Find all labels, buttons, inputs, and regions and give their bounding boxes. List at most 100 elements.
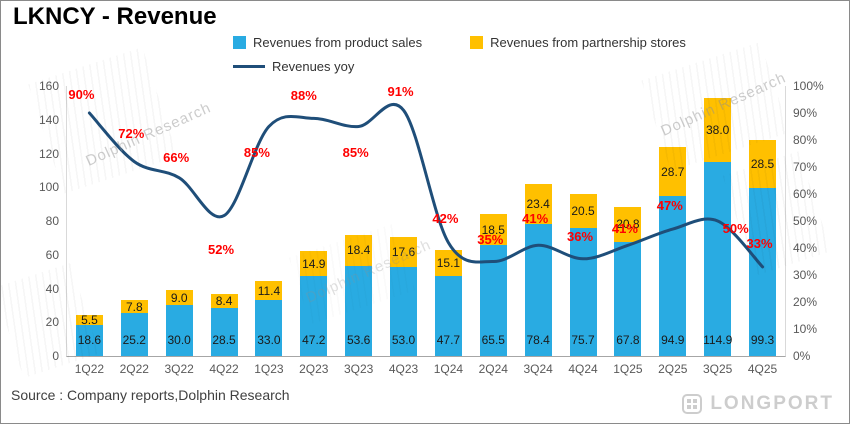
left-axis-tick-label: 40: [45, 281, 59, 296]
partnership-value-label: 11.4: [257, 283, 281, 298]
yoy-point-label: 35%: [477, 231, 504, 247]
x-axis-category-label: 4Q23: [388, 362, 419, 376]
legend-label-product-sales: Revenues from product sales: [253, 35, 423, 50]
source-text: Source : Company reports,Dolphin Researc…: [11, 387, 290, 403]
yoy-point-label: 50%: [722, 221, 749, 236]
product-value-label: 47.7: [436, 333, 461, 347]
page-title: LKNCY - Revenue: [13, 3, 217, 30]
left-axis-tick-label: 100: [38, 180, 59, 195]
stacked-bar: [75, 315, 103, 356]
product-value-label: 99.3: [750, 333, 775, 347]
left-axis-tick-label: 140: [38, 112, 59, 127]
legend-label-partnership-stores: Revenues from partnership stores: [490, 35, 686, 50]
right-axis-tick-label: 90%: [793, 106, 818, 120]
left-axis-tick-label: 0: [52, 349, 59, 363]
bar-partnership-segment: [210, 293, 238, 308]
yoy-line-swatch: [233, 65, 265, 68]
yoy-point-label: 85%: [243, 144, 270, 160]
product-value-label: 30.0: [167, 333, 191, 347]
stacked-bar: [120, 300, 148, 356]
bar-product-segment: [479, 245, 507, 356]
bar-product-segment: [434, 275, 462, 356]
partnership-value-label: 18.4: [347, 243, 371, 258]
partnership-value-label: 8.4: [215, 293, 233, 308]
right-axis-tick-label: 20%: [793, 295, 818, 309]
product-value-label: 75.7: [571, 333, 595, 347]
stacked-bar: [434, 250, 462, 356]
partnership-value-label: 38.0: [706, 123, 730, 138]
bar-partnership-segment: [75, 315, 103, 325]
x-axis-category-label: 1Q22: [74, 362, 105, 376]
stacked-bar: [569, 193, 597, 356]
stacked-bar: [255, 281, 283, 356]
legend-row-bars: Revenues from product sales Revenues fro…: [233, 35, 686, 50]
partnership-value-label: 15.1: [436, 255, 461, 270]
stacked-bar: [749, 140, 777, 356]
right-axis-tick-label: 0%: [793, 349, 811, 363]
bar-product-segment: [210, 307, 238, 356]
yoy-point-label: 66%: [163, 149, 190, 165]
yoy-point-label: 88%: [290, 88, 317, 104]
product-value-label: 53.6: [347, 333, 371, 347]
partnership-stores-swatch: [470, 36, 484, 49]
longport-watermark-text: LONGPORT: [710, 393, 834, 414]
partnership-value-label: 17.6: [391, 244, 416, 259]
yoy-point-label: 42%: [432, 210, 459, 226]
bar-partnership-segment: [569, 193, 597, 229]
bar-partnership-segment: [704, 97, 732, 163]
stacked-bar: [659, 147, 687, 356]
stacked-bar: [300, 251, 328, 356]
bar-product-segment: [704, 162, 732, 356]
product-value-label: 78.4: [526, 333, 550, 347]
legend-row-line: Revenues yoy: [233, 59, 686, 74]
left-axis-tick-label: 60: [45, 247, 59, 262]
bar-product-segment: [300, 276, 328, 356]
product-value-label: 94.9: [661, 333, 685, 347]
stacked-bar: [210, 293, 238, 356]
bar-product-segment: [569, 228, 597, 356]
product-value-label: 28.5: [212, 333, 236, 347]
x-axis-category-label: 1Q24: [433, 362, 464, 376]
product-value-label: 67.8: [616, 333, 640, 347]
left-axis-tick-label: 20: [45, 315, 59, 330]
x-axis-category-label: 3Q23: [344, 362, 374, 376]
stacked-bar: [479, 214, 507, 356]
bar-product-segment: [75, 324, 103, 356]
partnership-value-label: 20.5: [571, 203, 595, 218]
left-axis-tick-label: 120: [38, 146, 59, 161]
left-axis-tick-label: 160: [38, 79, 59, 93]
x-axis-category-label: 3Q22: [164, 362, 194, 376]
bar-product-segment: [614, 241, 642, 356]
yoy-point-label: 41%: [611, 221, 638, 237]
partnership-value-label: 28.5: [750, 157, 775, 172]
yoy-point-label: 47%: [656, 198, 683, 214]
yoy-line: [87, 102, 765, 269]
bar-product-segment: [659, 195, 687, 356]
yoy-point-label: 52%: [208, 241, 235, 257]
product-value-label: 53.0: [391, 333, 416, 347]
bar-partnership-segment: [479, 214, 507, 246]
partnership-value-label: 14.9: [302, 256, 326, 271]
bar-partnership-segment: [659, 147, 687, 196]
product-value-label: 65.5: [481, 333, 505, 347]
x-axis-category-label: 2Q24: [478, 362, 508, 376]
bar-partnership-segment: [300, 251, 328, 277]
yoy-point-label: 91%: [387, 84, 414, 100]
bar-product-segment: [165, 305, 193, 356]
stacked-bar: [165, 290, 193, 356]
bar-product-segment: [749, 188, 777, 356]
x-axis-category-label: 2Q23: [299, 362, 329, 376]
partnership-value-label: 5.5: [81, 312, 98, 327]
partnership-value-label: 18.5: [481, 222, 505, 237]
legend-item-partnership-stores: Revenues from partnership stores: [470, 35, 686, 50]
right-axis-tick-label: 70%: [793, 160, 818, 174]
bar-partnership-segment: [524, 184, 552, 224]
x-axis-category-label: 3Q25: [703, 362, 733, 376]
product-value-label: 47.2: [302, 333, 326, 347]
x-axis-category-label: 2Q25: [658, 362, 688, 376]
bar-partnership-segment: [255, 281, 283, 301]
yoy-point-label: 36%: [567, 228, 594, 244]
x-axis-category-label: 1Q23: [254, 362, 284, 376]
product-value-label: 25.2: [122, 333, 146, 347]
